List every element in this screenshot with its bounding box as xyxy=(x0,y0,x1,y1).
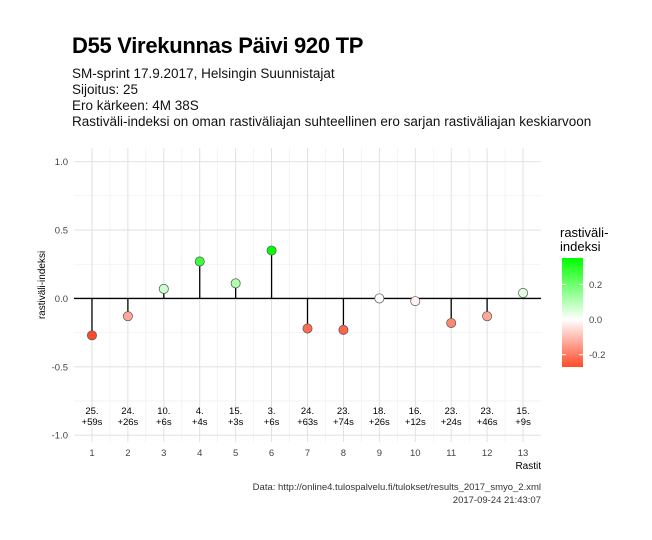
data-point xyxy=(230,278,241,289)
x-tick-label: 5 xyxy=(233,448,238,459)
data-point xyxy=(518,287,528,298)
diff-label: +12s xyxy=(405,417,426,428)
caption-timestamp: 2017-09-24 21:43:07 xyxy=(452,495,541,506)
data-point xyxy=(266,245,277,256)
x-tick-label: 6 xyxy=(269,448,274,459)
rank-label: 16. xyxy=(409,406,422,417)
x-tick-label: 8 xyxy=(341,448,346,459)
x-tick-label: 7 xyxy=(305,448,310,459)
diff-label: +6s xyxy=(156,417,172,428)
data-point xyxy=(194,256,205,267)
diff-label: +6s xyxy=(264,417,280,428)
y-tick-label: -1.0 xyxy=(52,431,68,442)
data-point xyxy=(87,330,97,341)
rank-label: 25. xyxy=(85,406,98,417)
rank-label: 24. xyxy=(121,406,134,417)
rank-label: 24. xyxy=(301,406,314,417)
legend-title: indeksi xyxy=(560,239,601,254)
diff-label: +26s xyxy=(369,417,390,428)
legend-title: rastiväli- xyxy=(560,225,608,240)
diff-label: +4s xyxy=(192,417,208,428)
rank-label: 10. xyxy=(157,406,170,417)
rank-label: 15. xyxy=(516,406,529,417)
x-tick-label: 10 xyxy=(410,448,421,459)
rank-label: 18. xyxy=(373,406,386,417)
rank-label: 3. xyxy=(268,406,276,417)
data-point xyxy=(482,311,493,322)
diff-label: +46s xyxy=(477,417,498,428)
subtitle-description: Rastiväli-indeksi on oman rastiväliajan … xyxy=(72,114,592,129)
rank-label: 15. xyxy=(229,406,242,417)
y-tick-label: 0.5 xyxy=(55,226,68,237)
legend-colorbar xyxy=(562,258,583,367)
x-tick-label: 12 xyxy=(482,448,493,459)
diff-label: +59s xyxy=(82,417,103,428)
subtitle-event: SM-sprint 17.9.2017, Helsingin Suunnista… xyxy=(72,66,335,81)
y-tick-label: 1.0 xyxy=(55,157,68,168)
diff-label: +9s xyxy=(515,417,531,428)
x-tick-label: 2 xyxy=(125,448,130,459)
data-point xyxy=(410,296,421,307)
y-tick-label: 0.0 xyxy=(55,294,68,305)
data-point xyxy=(338,324,349,335)
data-point xyxy=(446,318,457,328)
legend-tick-label: 0.2 xyxy=(589,280,602,291)
subtitle-gap: Ero kärkeen: 4M 38S xyxy=(72,98,199,113)
y-tick-label: -0.5 xyxy=(52,362,68,373)
x-tick-label: 4 xyxy=(197,448,202,459)
diff-label: +26s xyxy=(117,417,138,428)
data-point xyxy=(374,293,385,304)
diff-label: +24s xyxy=(441,417,462,428)
data-point xyxy=(158,283,169,294)
diff-label: +63s xyxy=(297,417,318,428)
subtitle-placement: Sijoitus: 25 xyxy=(72,82,139,97)
x-tick-label: 1 xyxy=(89,448,94,459)
legend-tick-label: 0.0 xyxy=(589,315,602,326)
data-point xyxy=(122,311,133,322)
rank-label: 4. xyxy=(196,406,204,417)
legend-tick-label: -0.2 xyxy=(589,350,605,361)
chart-title: D55 Virekunnas Päivi 920 TP xyxy=(72,33,364,58)
diff-label: +74s xyxy=(333,417,354,428)
rank-label: 23. xyxy=(481,406,494,417)
diff-label: +3s xyxy=(228,417,244,428)
x-tick-label: 9 xyxy=(377,448,382,459)
x-tick-label: 3 xyxy=(161,448,166,459)
x-tick-label: 11 xyxy=(446,448,456,459)
caption-source: Data: http://online4.tulospalvelu.fi/tul… xyxy=(252,482,541,493)
x-axis-title: Rastit xyxy=(515,461,541,472)
y-axis-title: rastiväli-indeksi xyxy=(37,251,48,319)
x-tick-label: 13 xyxy=(518,448,529,459)
rank-label: 23. xyxy=(337,406,350,417)
data-point xyxy=(302,323,313,334)
rank-label: 23. xyxy=(445,406,458,417)
